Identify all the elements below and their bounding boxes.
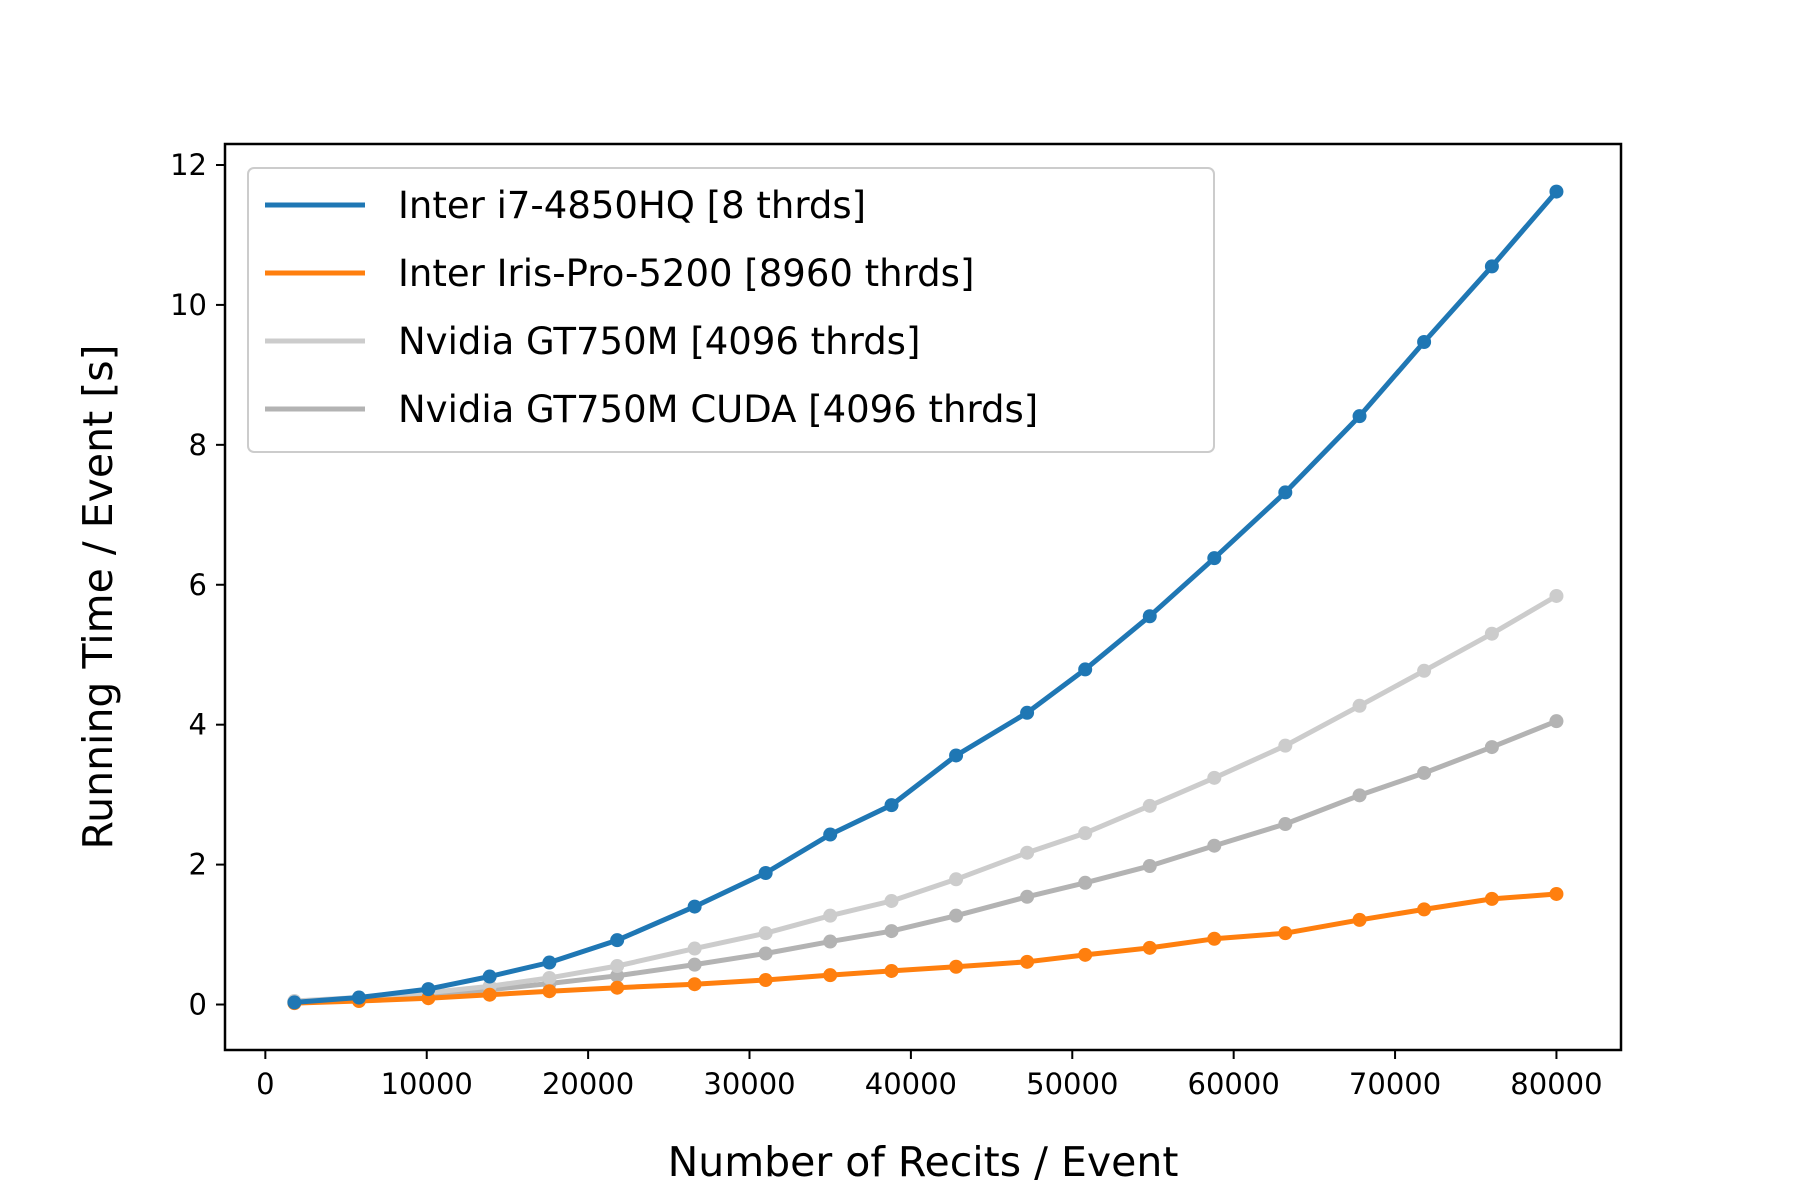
data-point — [688, 958, 702, 972]
data-point — [1485, 892, 1499, 906]
data-point — [759, 926, 773, 940]
data-point — [1417, 766, 1431, 780]
data-point — [949, 872, 963, 886]
data-point — [1549, 185, 1563, 199]
data-point — [1549, 714, 1563, 728]
data-point — [421, 982, 435, 996]
data-point — [1078, 826, 1092, 840]
data-point — [1078, 876, 1092, 890]
data-point — [1207, 771, 1221, 785]
data-point — [610, 959, 624, 973]
data-point — [542, 984, 556, 998]
data-point — [1207, 839, 1221, 853]
legend-label: Nvidia GT750M CUDA [4096 thrds] — [398, 388, 1038, 431]
x-tick-label: 80000 — [1510, 1067, 1602, 1101]
data-point — [1020, 890, 1034, 904]
data-point — [1417, 335, 1431, 349]
data-point — [1078, 948, 1092, 962]
x-tick-label: 60000 — [1188, 1067, 1280, 1101]
data-point — [610, 933, 624, 947]
data-point — [1485, 740, 1499, 754]
data-point — [885, 894, 899, 908]
data-point — [483, 970, 497, 984]
y-tick-label: 8 — [189, 428, 207, 462]
y-tick-label: 4 — [189, 708, 207, 742]
data-point — [542, 971, 556, 985]
y-tick-label: 12 — [170, 148, 207, 182]
x-axis: 0 10000 20000 30000 40000 50000 60000 70000 8000… — [256, 1050, 1602, 1101]
x-tick-label: 30000 — [703, 1067, 795, 1101]
y-tick-label: 2 — [189, 848, 207, 882]
data-point — [1485, 627, 1499, 641]
y-tick-label: 0 — [189, 988, 207, 1022]
data-point — [352, 991, 366, 1005]
data-point — [949, 960, 963, 974]
data-point — [823, 828, 837, 842]
data-point — [542, 956, 556, 970]
data-point — [759, 973, 773, 987]
legend-label: Inter Iris-Pro-5200 [8960 thrds] — [398, 252, 974, 295]
data-point — [885, 964, 899, 978]
data-point — [949, 748, 963, 762]
y-axis-title: Running Time / Event [s] — [74, 344, 122, 849]
data-point — [823, 935, 837, 949]
data-point — [688, 900, 702, 914]
data-point — [1353, 409, 1367, 423]
data-point — [885, 798, 899, 812]
data-point — [1278, 926, 1292, 940]
data-point — [759, 946, 773, 960]
data-point — [1143, 799, 1157, 813]
x-tick-label: 70000 — [1349, 1067, 1441, 1101]
data-point — [1485, 259, 1499, 273]
data-point — [688, 942, 702, 956]
legend: Inter i7-4850HQ [8 thrds] Inter Iris-Pro-… — [248, 168, 1214, 452]
data-point — [1417, 664, 1431, 678]
data-point — [759, 866, 773, 880]
x-tick-label: 50000 — [1026, 1067, 1118, 1101]
data-point — [688, 977, 702, 991]
data-point — [287, 995, 301, 1009]
data-point — [1549, 887, 1563, 901]
data-point — [823, 909, 837, 923]
data-point — [1143, 941, 1157, 955]
x-tick-label: 0 — [256, 1067, 274, 1101]
data-point — [1020, 846, 1034, 860]
data-point — [1143, 859, 1157, 873]
data-point — [885, 924, 899, 938]
y-axis: 0 2 4 6 8 10 12 — [170, 148, 225, 1022]
x-axis-title: Number of Recits / Event — [668, 1138, 1179, 1186]
data-point — [823, 968, 837, 982]
data-point — [1549, 589, 1563, 603]
y-tick-label: 6 — [189, 568, 207, 602]
data-point — [1278, 739, 1292, 753]
data-point — [1278, 485, 1292, 499]
x-tick-label: 40000 — [865, 1067, 957, 1101]
data-point — [1417, 902, 1431, 916]
x-tick-label: 10000 — [381, 1067, 473, 1101]
data-point — [610, 981, 624, 995]
data-point — [1207, 551, 1221, 565]
data-point — [949, 909, 963, 923]
data-point — [1020, 706, 1034, 720]
data-point — [1020, 955, 1034, 969]
data-point — [1278, 817, 1292, 831]
y-tick-label: 10 — [170, 288, 207, 322]
data-point — [1143, 609, 1157, 623]
data-point — [483, 988, 497, 1002]
data-point — [1078, 662, 1092, 676]
data-point — [1353, 788, 1367, 802]
legend-label: Inter i7-4850HQ [8 thrds] — [398, 184, 866, 227]
x-tick-label: 20000 — [542, 1067, 634, 1101]
data-point — [1207, 932, 1221, 946]
data-point — [1353, 913, 1367, 927]
legend-label: Nvidia GT750M [4096 thrds] — [398, 320, 920, 363]
data-point — [1353, 699, 1367, 713]
